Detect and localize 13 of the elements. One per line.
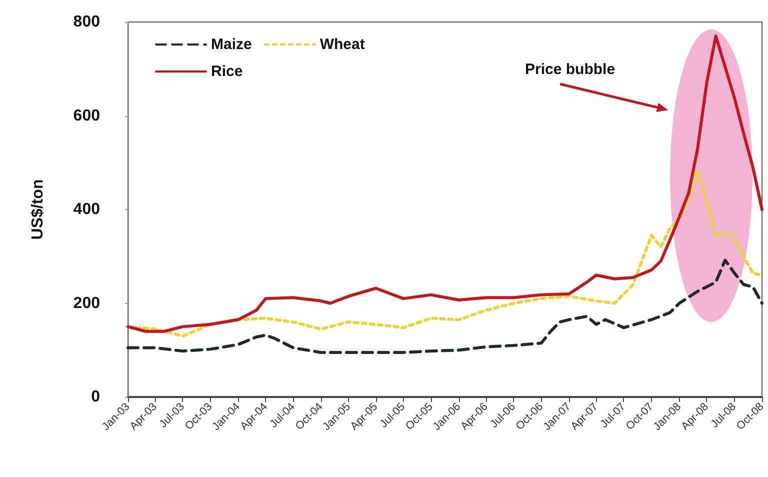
y-tick-label: 400 (73, 201, 100, 218)
y-tick-label: 0 (91, 388, 100, 406)
line-series (126, 258, 764, 354)
y-tick-label: 600 (73, 107, 100, 124)
annotation: Price bubble (525, 61, 616, 78)
legend-label: Wheat (320, 36, 365, 53)
line-series (126, 34, 764, 333)
y-axis-title: US$/ton (30, 179, 46, 240)
y-tick-label: 200 (73, 294, 100, 312)
line-series (126, 168, 764, 338)
legend-label: Maize (211, 36, 252, 53)
y-tick-label: 800 (73, 14, 100, 30)
legend-label: Rice (211, 63, 243, 80)
